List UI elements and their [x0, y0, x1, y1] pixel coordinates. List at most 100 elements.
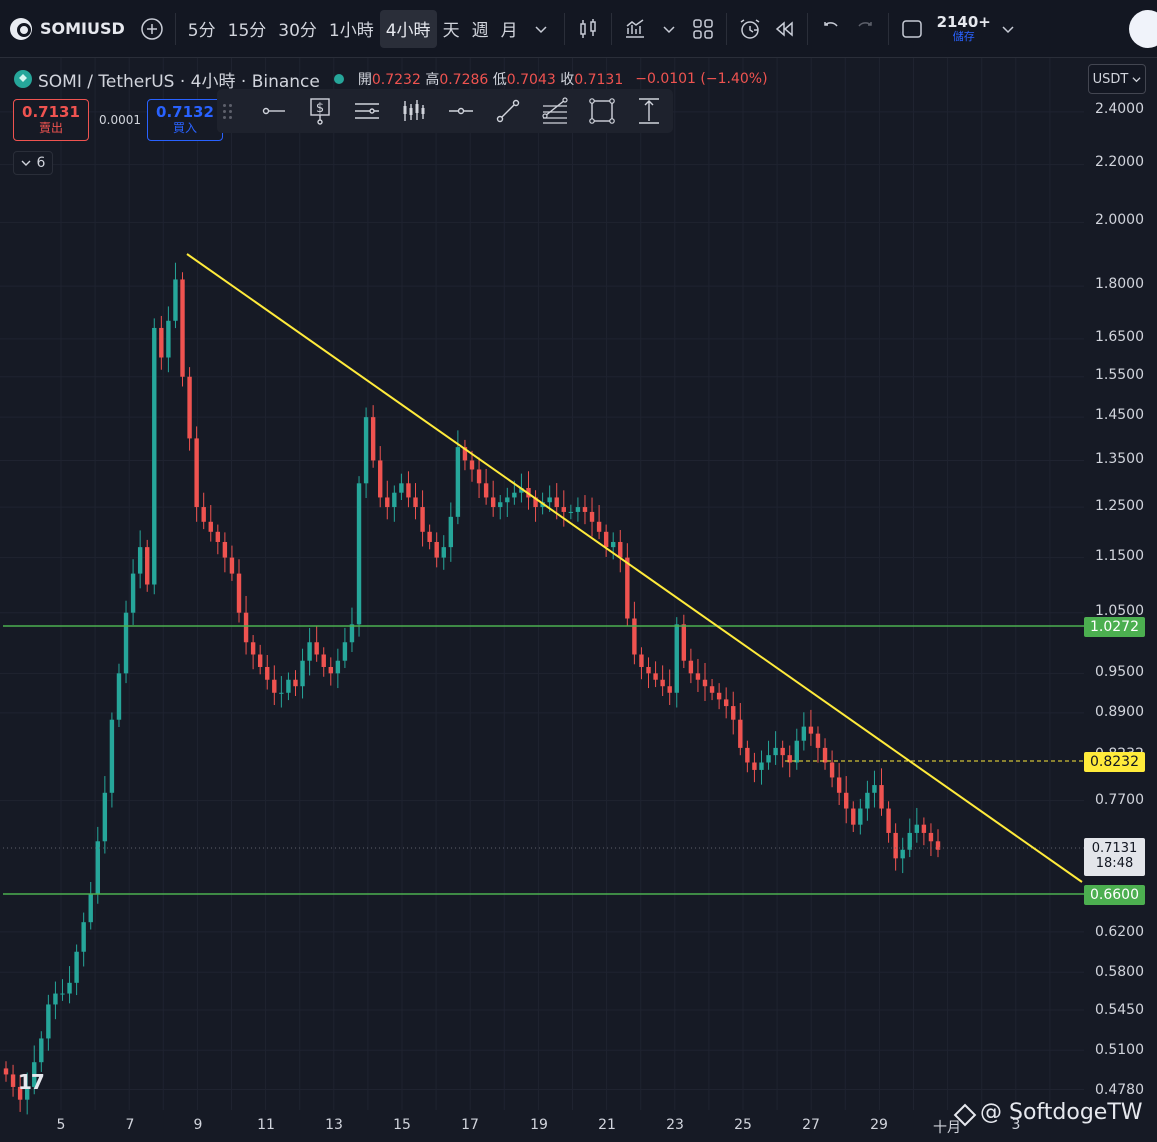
price-chart[interactable] — [0, 58, 1157, 1142]
bars-pattern-tool[interactable] — [390, 89, 437, 133]
descending-trendline[interactable] — [186, 253, 1083, 883]
horizontal-line-tool[interactable] — [437, 89, 484, 133]
last-price: 0.7131 — [1091, 841, 1138, 857]
candle-body — [455, 447, 461, 517]
avatar[interactable] — [1129, 10, 1157, 48]
fullscreen-button[interactable] — [895, 10, 929, 48]
rectangle-tool[interactable] — [578, 89, 625, 133]
interval-1mo[interactable]: 月 — [500, 21, 518, 41]
candle-body — [265, 666, 270, 680]
candle-body — [116, 673, 122, 720]
chevron-down-icon — [1002, 25, 1014, 33]
price-label-icon: $ — [309, 98, 330, 125]
horizontal-ray-tool[interactable] — [249, 89, 296, 133]
indicators-toggle[interactable]: 6 — [13, 151, 53, 175]
interval-1w[interactable]: 週 — [471, 21, 489, 41]
spread-value: 0.0001 — [99, 113, 141, 127]
candle-body — [335, 660, 341, 674]
drag-handle-icon[interactable] — [223, 101, 237, 121]
candle-body — [137, 547, 143, 574]
candle-body — [723, 699, 729, 707]
candle-body — [60, 993, 65, 995]
interval-5m[interactable]: 5分 — [187, 21, 216, 41]
buy-button[interactable]: 0.7132 買入 — [147, 99, 223, 141]
interval-30m[interactable]: 30分 — [278, 21, 317, 41]
symbol-search[interactable]: SOMIUSD — [0, 0, 135, 57]
price-tick: 0.9500 — [1095, 664, 1144, 680]
candle-body — [773, 747, 778, 756]
buy-price: 0.7132 — [156, 103, 214, 122]
candle-body — [836, 777, 842, 793]
redo-button[interactable] — [848, 10, 882, 48]
candle-body — [716, 692, 722, 700]
legend-title[interactable]: SOMI / TetherUS · 4小時 · Binance — [38, 71, 320, 92]
candle-body — [3, 1068, 9, 1075]
save-dropdown[interactable] — [991, 10, 1025, 48]
indicators-button[interactable] — [618, 10, 652, 48]
alert-button[interactable] — [733, 10, 767, 48]
candle-body — [24, 1086, 30, 1100]
sell-button[interactable]: 0.7131 賣出 — [13, 99, 89, 141]
sell-label: 賣出 — [38, 120, 63, 135]
candle-body — [476, 469, 482, 484]
candle-body — [102, 792, 108, 842]
candle-body — [420, 507, 425, 532]
save-button[interactable]: 2140+ 儲存 — [937, 14, 991, 42]
candle-body — [660, 679, 665, 687]
candle-body — [872, 785, 877, 793]
undo-icon — [823, 21, 838, 27]
candle-body — [547, 497, 552, 503]
candle-body — [293, 679, 298, 687]
interval-15m[interactable]: 15分 — [227, 21, 267, 41]
chart-type-button[interactable] — [571, 10, 605, 48]
price-range-tool[interactable] — [625, 89, 672, 133]
price-tick: 1.2500 — [1095, 498, 1144, 514]
chevron-down-icon — [1132, 76, 1141, 82]
chart-legend: SOMI / TetherUS · 4小時 · Binance 開0.7232 … — [14, 68, 768, 92]
parallel-channel-tool[interactable] — [343, 89, 390, 133]
candle-body — [688, 660, 694, 674]
candle-body — [745, 747, 750, 763]
price-tick: 1.4500 — [1095, 407, 1144, 423]
undo-button[interactable] — [814, 10, 848, 48]
channel-icon — [354, 103, 379, 119]
candle-body — [250, 642, 256, 655]
candle-body — [378, 460, 383, 498]
candle-body — [342, 642, 348, 661]
bar-countdown: 18:48 — [1095, 856, 1134, 871]
candle-body — [434, 541, 439, 558]
time-tick: 十月 — [933, 1120, 961, 1136]
redo-icon — [857, 21, 872, 27]
candle-body — [900, 849, 905, 859]
candle-body — [879, 785, 884, 809]
time-tick: 3 — [1011, 1117, 1021, 1133]
market-status-icon[interactable] — [333, 74, 344, 84]
interval-4h[interactable]: 4小時 — [379, 9, 437, 48]
replay-button[interactable] — [767, 10, 801, 48]
candle-body — [385, 497, 390, 508]
candle-body — [152, 327, 157, 585]
time-tick: 21 — [598, 1117, 616, 1133]
interval-1d[interactable]: 天 — [442, 21, 460, 41]
trend-line-tool[interactable] — [484, 89, 531, 133]
candle-body — [498, 502, 503, 508]
layout-button[interactable] — [686, 10, 720, 48]
candle-body — [575, 507, 581, 512]
indicators-dropdown[interactable] — [652, 10, 686, 48]
plus-circle-icon — [141, 17, 163, 40]
interval-dropdown[interactable] — [524, 10, 558, 48]
candle-body — [766, 755, 771, 763]
interval-1h[interactable]: 1小時 — [328, 21, 374, 41]
candle-body — [321, 654, 326, 667]
toolbar-divider — [725, 12, 727, 45]
price-label-tool[interactable]: $ — [296, 89, 343, 133]
currency-selector[interactable]: USDT — [1088, 64, 1146, 94]
price-tick: 0.8900 — [1095, 704, 1144, 720]
compare-add-button[interactable] — [135, 10, 169, 48]
candle-body — [349, 624, 355, 643]
candle-body — [53, 993, 58, 1005]
candle-body — [39, 1038, 44, 1063]
fib-retracement-tool[interactable] — [531, 89, 578, 133]
sell-price: 0.7131 — [22, 103, 80, 122]
price-tick: 1.8000 — [1095, 276, 1144, 292]
